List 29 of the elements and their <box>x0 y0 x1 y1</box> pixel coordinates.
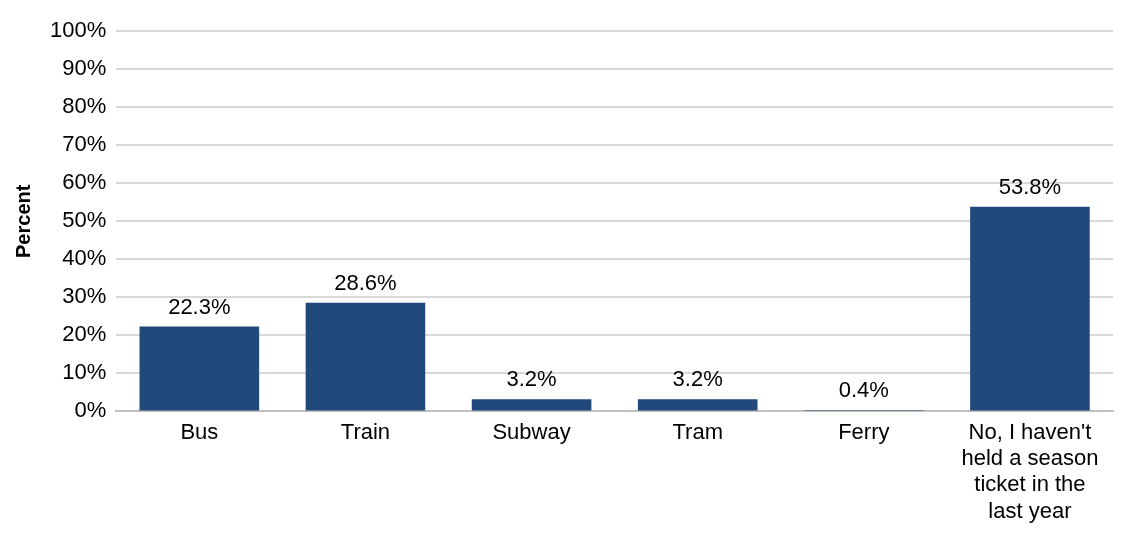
bar <box>471 399 592 411</box>
data-label: 22.3% <box>168 293 231 319</box>
y-tick-label: 0% <box>74 397 107 423</box>
bar <box>139 326 260 411</box>
bar <box>305 302 426 411</box>
y-tick-label: 100% <box>49 17 107 43</box>
data-label: 3.2% <box>672 366 723 392</box>
y-tick-label: 80% <box>62 93 107 119</box>
bar <box>970 206 1090 411</box>
y-tick-label: 50% <box>62 207 107 233</box>
x-tick-label: No, I haven't held a season ticket in the last year <box>961 418 1099 523</box>
y-axis-title: Percent <box>11 184 34 258</box>
data-label: 53.8% <box>998 173 1062 199</box>
x-tick-label: Train <box>340 418 391 444</box>
y-tick-label: 30% <box>62 283 107 309</box>
x-tick-label: Ferry <box>838 418 890 444</box>
y-tick-label: 70% <box>62 131 107 157</box>
y-tick-label: 10% <box>62 359 107 385</box>
data-label: 0.4% <box>838 376 889 402</box>
y-tick-label: 40% <box>62 245 107 271</box>
bar <box>637 399 758 411</box>
y-tick-label: 60% <box>62 169 107 195</box>
data-label: 3.2% <box>506 366 557 392</box>
x-tick-label: Tram <box>672 418 723 444</box>
x-tick-label: Subway <box>492 418 571 444</box>
x-tick-label: Bus <box>180 418 219 444</box>
y-tick-label: 20% <box>62 321 107 347</box>
data-label: 28.6% <box>334 269 397 295</box>
y-tick-label: 90% <box>62 55 107 81</box>
